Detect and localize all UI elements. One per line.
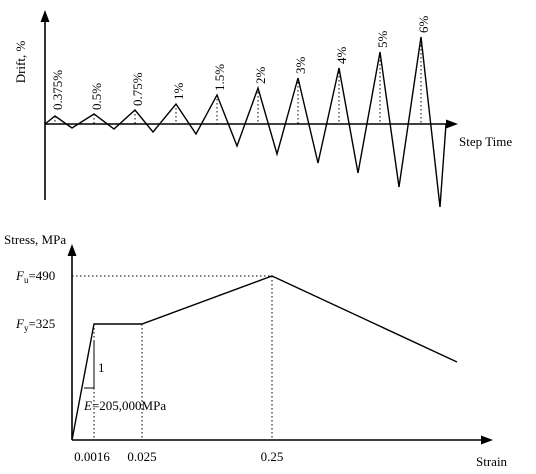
cycle-label-075: 0.75% bbox=[130, 72, 145, 106]
cycle-label-05: 0.5% bbox=[89, 83, 104, 110]
strain-axis-label: Strain bbox=[476, 454, 508, 469]
slope-triangle bbox=[84, 340, 95, 389]
cycle-label-5: 5% bbox=[375, 31, 390, 49]
stress-strain-plot: Stress, MPa Fu=490 Fy=325 1 E=205,000MPa… bbox=[4, 232, 508, 469]
stress-strain-curve bbox=[71, 275, 458, 441]
fy-label: Fy=325 bbox=[15, 316, 55, 333]
cycle-label-6: 6% bbox=[416, 16, 431, 34]
slope-label: 1 bbox=[98, 360, 105, 375]
cycle-label-1: 1% bbox=[171, 83, 186, 101]
drift-y-axis-label: Drift, % bbox=[13, 41, 28, 84]
strain-tick-00016: 0.0016 bbox=[74, 449, 110, 464]
drift-plot: Drift, % Step Time 0.375% 0.5% 0.75% 1% … bbox=[13, 10, 512, 208]
drift-y-arrow-icon bbox=[40, 10, 50, 22]
cycle-label-4: 4% bbox=[334, 47, 349, 65]
strain-tick-025: 0.25 bbox=[261, 449, 284, 464]
stress-axis-label: Stress, MPa bbox=[4, 232, 66, 247]
drift-x-axis-label: Step Time bbox=[459, 134, 512, 149]
drift-loading-curve bbox=[44, 36, 447, 208]
strain-tick-0025: 0.025 bbox=[127, 449, 156, 464]
cycle-label-15: 1.5% bbox=[212, 64, 227, 91]
strain-x-arrow-icon bbox=[481, 435, 493, 445]
cycle-label-3: 3% bbox=[293, 57, 308, 75]
cycle-label-0375: 0.375% bbox=[50, 70, 65, 110]
stress-y-arrow-icon bbox=[67, 244, 77, 256]
drift-x-arrow-icon bbox=[446, 119, 458, 129]
cycle-label-2: 2% bbox=[253, 67, 268, 85]
modulus-label: E=205,000MPa bbox=[83, 398, 166, 413]
drift-peak-guides bbox=[54, 37, 422, 124]
fu-label: Fu=490 bbox=[15, 268, 55, 285]
